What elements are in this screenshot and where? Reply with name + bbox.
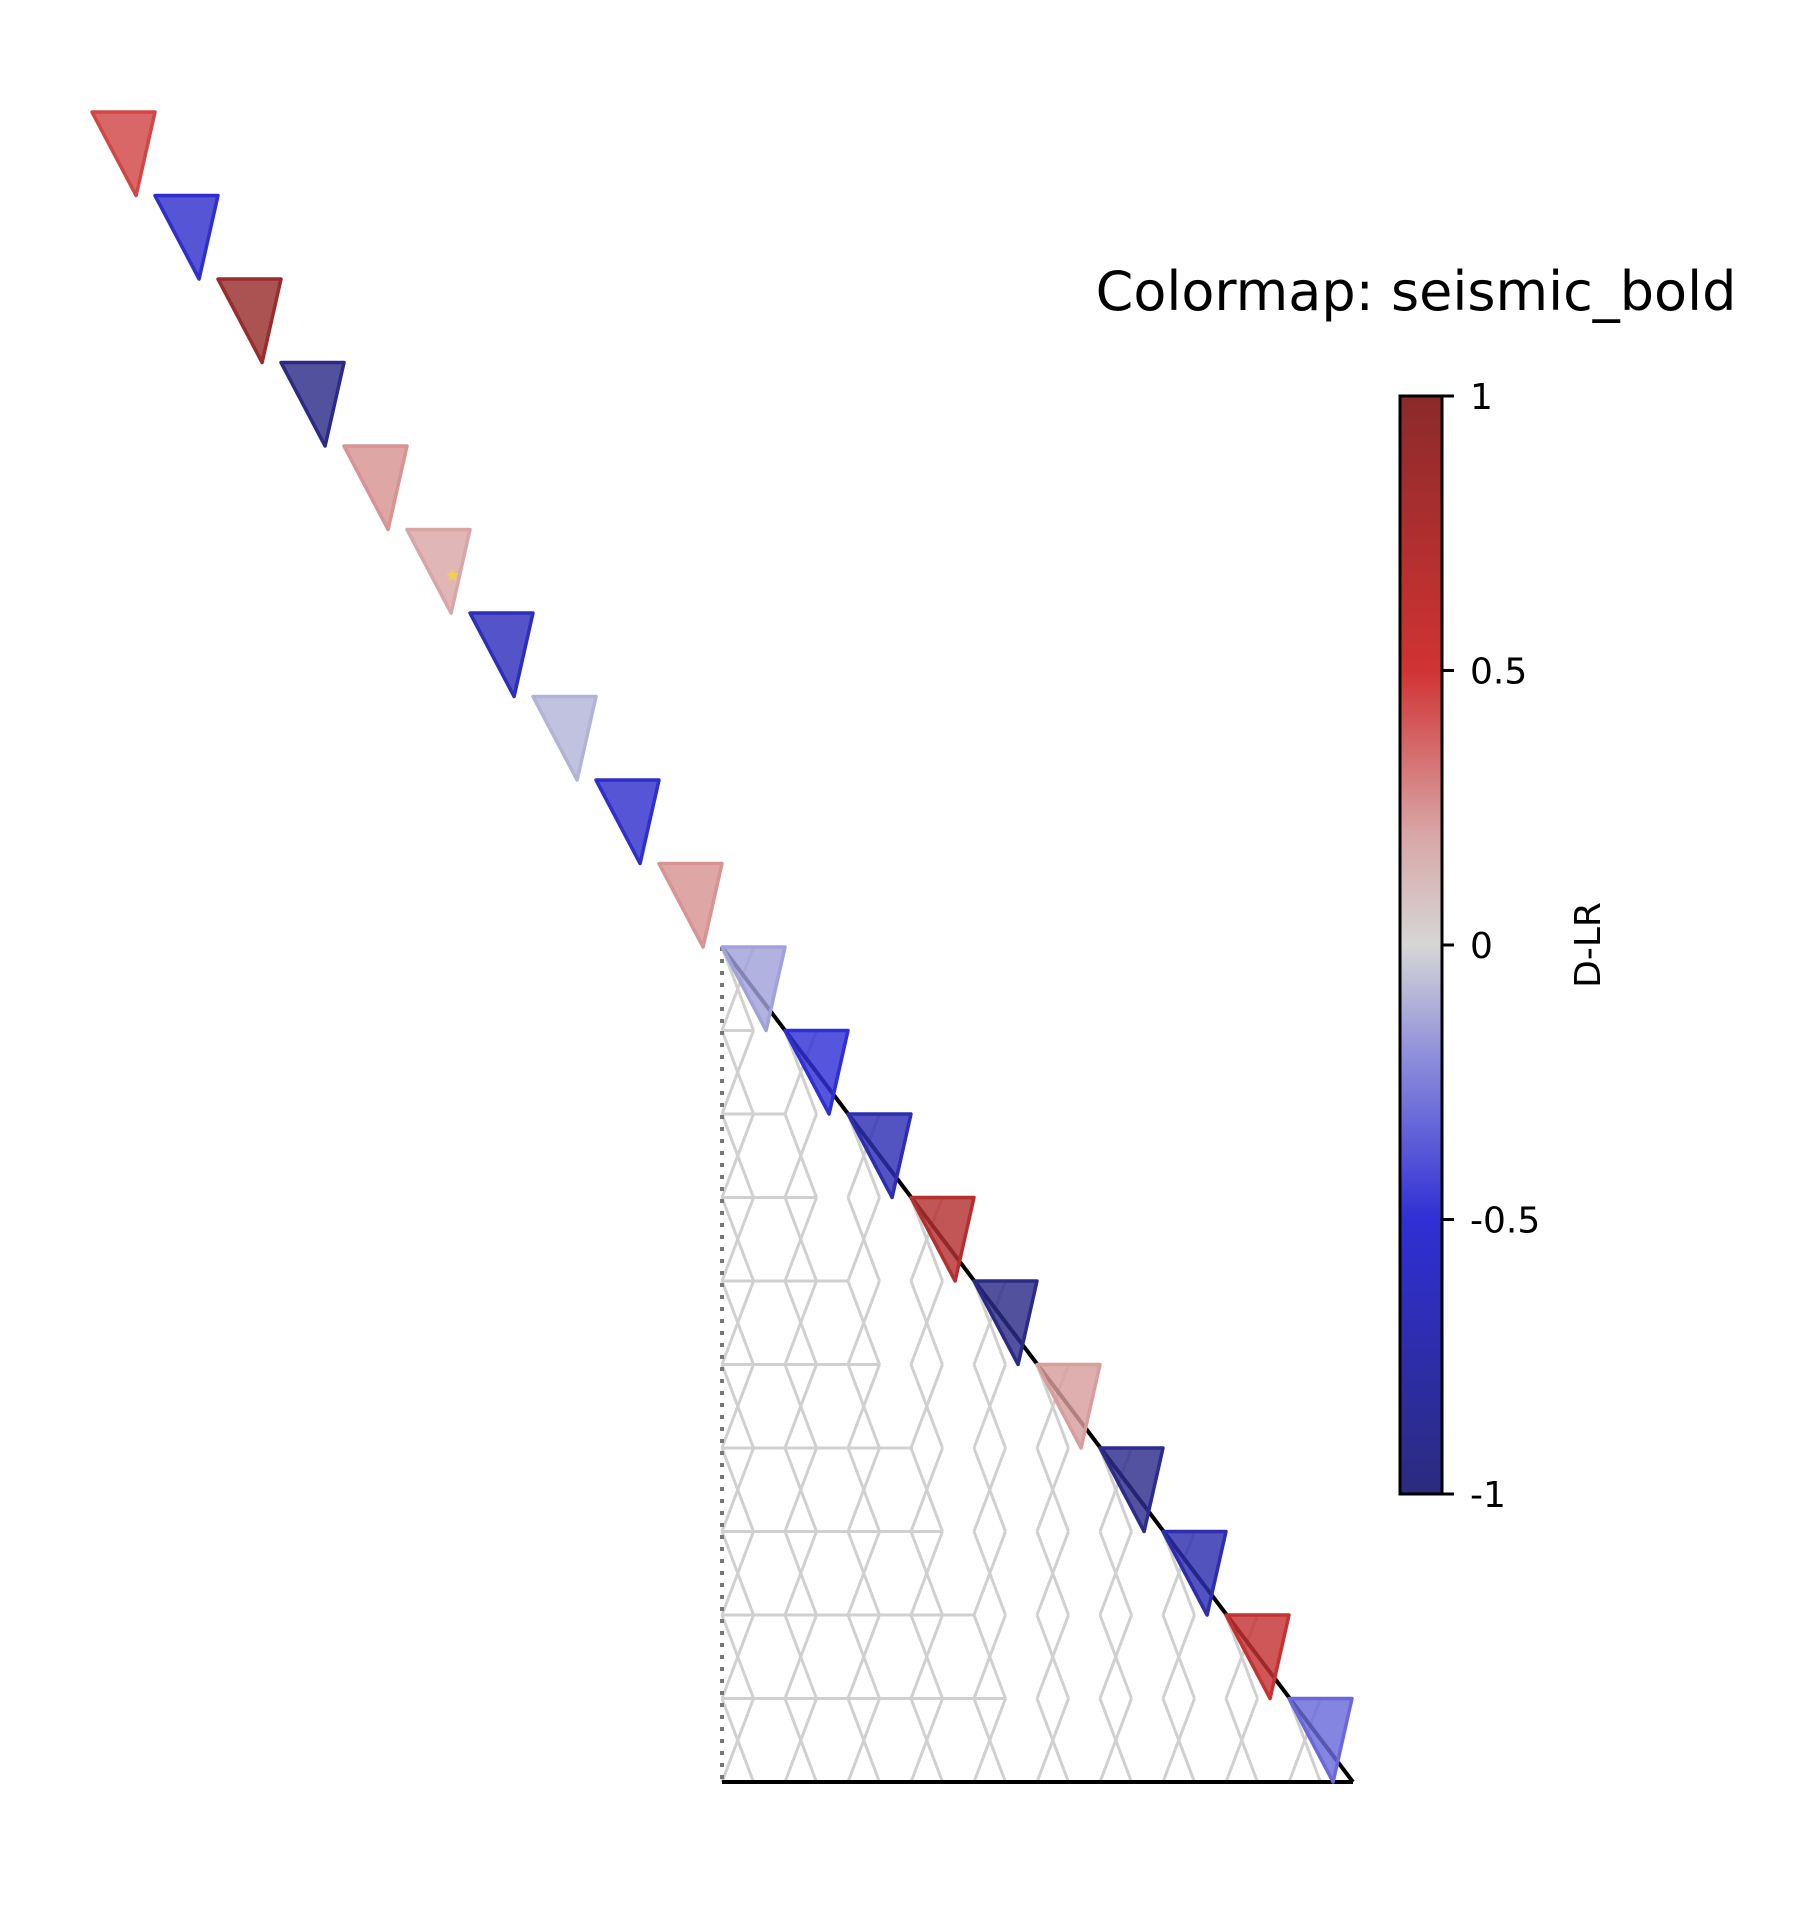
lattice-diag: [1035, 1614, 1070, 1700]
lattice-diag: [846, 1280, 881, 1366]
colorbar-tick-label: 1: [1470, 377, 1493, 418]
lattice-diag: [720, 1530, 755, 1616]
diagonal-cell: [909, 1195, 976, 1283]
colorbar-gradient: [1398, 394, 1444, 1496]
lattice-grid: [720, 945, 1355, 1784]
diagonal-cell: [468, 611, 535, 699]
lattice-diag: [1224, 1697, 1259, 1783]
lattice-diag: [783, 1196, 818, 1282]
lattice-diag: [972, 1447, 1007, 1533]
lattice-diag: [1035, 1697, 1070, 1783]
lattice-diag: [1161, 1614, 1196, 1700]
lattice-diag: [720, 1280, 755, 1366]
lattice-diag: [972, 1697, 1007, 1783]
diagonal-cell: [216, 277, 283, 365]
lattice-diag: [720, 1196, 755, 1282]
lattice-diag: [972, 1363, 1007, 1449]
diagonal-cell: [783, 1028, 850, 1116]
lattice-diag: [1035, 1530, 1070, 1616]
diagonal-cell: [1161, 1529, 1228, 1617]
colorbar: 1 0.5 0 -0.5 -1 D-LR: [1398, 377, 1609, 1516]
lattice-diag: [909, 1447, 944, 1533]
lattice-diag: [846, 1447, 881, 1533]
diagonal-cell: [531, 694, 598, 782]
diagonal-cell: [90, 110, 157, 198]
lattice-diag: [783, 1447, 818, 1533]
lattice-diag: [909, 1363, 944, 1449]
lattice-diag: [909, 1530, 944, 1616]
colorbar-label: D-LR: [1568, 902, 1609, 988]
diagonal-cell: [594, 778, 661, 866]
star-marker: [445, 568, 459, 582]
lattice-diag: [909, 1697, 944, 1783]
colorbar-ticks: 1 0.5 0 -0.5 -1: [1442, 377, 1540, 1516]
lattice-diag: [783, 1113, 818, 1199]
diagonal-cell: [657, 861, 724, 949]
colorbar-tick-label: -1: [1470, 1475, 1506, 1516]
lattice-diag: [1098, 1614, 1133, 1700]
lattice-diag: [783, 1697, 818, 1783]
colorbar-tick-label: 0: [1470, 926, 1493, 967]
diagonal-cell: [972, 1279, 1039, 1367]
lattice-diag: [972, 1614, 1007, 1700]
diagonal-cell: [1224, 1613, 1291, 1701]
lattice-diag: [1098, 1530, 1133, 1616]
diagonal-cell: [1098, 1446, 1165, 1534]
diagonal-cell: [405, 527, 472, 615]
diagonal-cell: [846, 1112, 913, 1200]
lattice-diag: [1161, 1697, 1196, 1783]
lattice-diag: [720, 1029, 755, 1115]
lattice-diag: [846, 1614, 881, 1700]
lattice-diag: [972, 1530, 1007, 1616]
lattice-diag: [846, 1196, 881, 1282]
lattice-diag: [783, 1530, 818, 1616]
lattice-diag: [720, 1447, 755, 1533]
lattice-diag: [846, 1530, 881, 1616]
lattice-diag: [909, 1280, 944, 1366]
diagonal-cell: [1287, 1696, 1354, 1784]
lattice-diag: [846, 1697, 881, 1783]
diagonal-cell: [342, 444, 409, 532]
diagonal-cell: [720, 945, 787, 1033]
lattice-diag: [720, 1113, 755, 1199]
lattice-diag: [783, 1363, 818, 1449]
lattice-diag: [1035, 1447, 1070, 1533]
lattice-diag: [720, 1363, 755, 1449]
lattice-diag: [783, 1614, 818, 1700]
colorbar-tick-label: -0.5: [1470, 1201, 1540, 1242]
lattice-diag: [720, 1697, 755, 1783]
diagonal-cells: [90, 110, 1354, 1784]
lattice-diag: [720, 1614, 755, 1700]
lattice-diag: [783, 1280, 818, 1366]
lattice-diag: [909, 1614, 944, 1700]
diagonal-cell: [1035, 1362, 1102, 1450]
diagonal-cell: [153, 193, 220, 281]
lattice-diag: [1098, 1697, 1133, 1783]
lattice-diag: [846, 1363, 881, 1449]
chart-title: Colormap: seismic_bold: [1096, 260, 1737, 323]
colorbar-tick-label: 0.5: [1470, 652, 1527, 693]
diagonal-cell: [279, 360, 346, 448]
